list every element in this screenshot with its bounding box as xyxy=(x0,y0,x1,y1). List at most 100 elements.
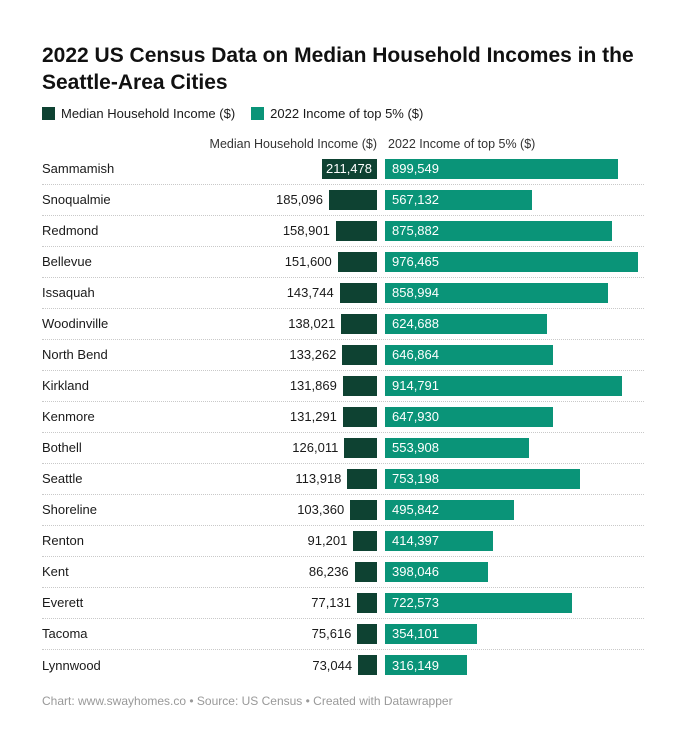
median-income-value: 211,478 xyxy=(325,161,372,177)
median-income-cell: 185,096 xyxy=(242,189,377,210)
table-row: Shoreline 103,360 495,842 xyxy=(42,495,644,526)
city-label: Kirkland xyxy=(42,378,89,394)
city-label: Bellevue xyxy=(42,254,92,270)
median-income-bar xyxy=(347,468,377,489)
top5-income-value: 646,864 xyxy=(392,347,439,363)
city-label: Lynnwood xyxy=(42,657,101,673)
top5-income-cell: 414,397 xyxy=(385,530,644,551)
legend-item-top5: 2022 Income of top 5% ($) xyxy=(251,106,423,121)
city-label: North Bend xyxy=(42,347,108,363)
median-income-value: 91,201 xyxy=(307,533,348,549)
median-income-value: 113,918 xyxy=(295,471,342,487)
median-income-bar xyxy=(337,251,377,272)
top5-income-value: 316,149 xyxy=(392,657,439,673)
chart-title: 2022 US Census Data on Median Household … xyxy=(42,44,634,95)
top5-income-cell: 398,046 xyxy=(385,561,644,582)
top5-income-cell: 976,465 xyxy=(385,251,644,272)
median-income-bar xyxy=(342,406,377,427)
median-income-value: 131,291 xyxy=(289,409,337,425)
column-headers: Median Household Income ($) 2022 Income … xyxy=(42,137,644,151)
top5-income-bar: 914,791 xyxy=(385,375,623,396)
table-row: Bellevue 151,600 976,465 xyxy=(42,247,644,278)
table-row: Woodinville 138,021 624,688 xyxy=(42,309,644,340)
median-income-bar xyxy=(358,655,377,676)
median-income-bar xyxy=(341,313,377,334)
city-label: Tacoma xyxy=(42,626,88,642)
top5-income-value: 354,101 xyxy=(392,626,439,642)
top5-income-bar: 398,046 xyxy=(385,561,489,582)
top5-income-bar: 553,908 xyxy=(385,437,529,458)
top5-income-value: 976,465 xyxy=(392,254,439,270)
median-income-bar xyxy=(329,189,377,210)
column-header-top5: 2022 Income of top 5% ($) xyxy=(388,136,536,151)
legend-label-top5: 2022 Income of top 5% ($) xyxy=(270,105,424,121)
median-income-cell: 103,360 xyxy=(242,499,377,520)
top5-income-bar: 354,101 xyxy=(385,623,477,644)
median-income-bar xyxy=(354,561,377,582)
median-income-bar xyxy=(344,437,377,458)
top5-income-cell: 354,101 xyxy=(385,623,644,644)
median-income-value: 126,011 xyxy=(292,440,339,456)
top5-income-bar: 495,842 xyxy=(385,499,514,520)
top5-income-value: 414,397 xyxy=(392,533,439,549)
top5-income-value: 858,994 xyxy=(392,285,439,301)
top5-income-value: 495,842 xyxy=(392,502,439,518)
median-income-bar xyxy=(350,499,377,520)
median-income-cell: 211,478 xyxy=(242,158,377,179)
median-income-cell: 86,236 xyxy=(242,561,377,582)
top5-income-bar: 858,994 xyxy=(385,282,608,303)
median-income-cell: 133,262 xyxy=(242,344,377,365)
table-row: Bothell 126,011 553,908 xyxy=(42,433,644,464)
top5-income-cell: 567,132 xyxy=(385,189,644,210)
city-label: Issaquah xyxy=(42,285,95,301)
city-label: Shoreline xyxy=(42,502,97,518)
median-income-bar xyxy=(357,623,377,644)
median-income-value: 75,616 xyxy=(311,626,352,642)
median-income-bar xyxy=(339,282,377,303)
table-row: Kent 86,236 398,046 xyxy=(42,557,644,588)
table-row: Issaquah 143,744 858,994 xyxy=(42,278,644,309)
median-income-value: 77,131 xyxy=(311,595,351,611)
median-income-bar: 211,478 xyxy=(322,158,377,179)
top5-income-value: 567,132 xyxy=(392,192,439,208)
table-row: North Bend 133,262 646,864 xyxy=(42,340,644,371)
top5-income-bar: 624,688 xyxy=(385,313,547,334)
median-income-cell: 73,044 xyxy=(242,655,377,676)
city-label: Woodinville xyxy=(42,316,109,332)
table-row: Redmond 158,901 875,882 xyxy=(42,216,644,247)
top5-income-bar: 976,465 xyxy=(385,251,639,272)
top5-income-cell: 646,864 xyxy=(385,344,644,365)
legend-item-median: Median Household Income ($) xyxy=(42,106,235,121)
table-row: Sammamish 211,478 899,549 xyxy=(42,154,644,185)
median-income-cell: 131,869 xyxy=(242,375,377,396)
legend-label-median: Median Household Income ($) xyxy=(61,105,236,121)
top5-income-cell: 495,842 xyxy=(385,499,644,520)
table-row: Tacoma 75,616 354,101 xyxy=(42,619,644,650)
median-income-bar xyxy=(342,375,377,396)
median-income-cell: 91,201 xyxy=(242,530,377,551)
table-row: Kirkland 131,869 914,791 xyxy=(42,371,644,402)
median-income-value: 151,600 xyxy=(284,254,332,270)
top5-income-bar: 722,573 xyxy=(385,592,573,613)
top5-income-value: 722,573 xyxy=(392,595,439,611)
median-income-value: 143,744 xyxy=(286,285,334,301)
table-row: Everett 77,131 722,573 xyxy=(42,588,644,619)
top5-income-swatch-icon xyxy=(251,106,265,120)
top5-income-cell: 624,688 xyxy=(385,313,644,334)
median-income-cell: 158,901 xyxy=(242,220,377,241)
median-income-bar xyxy=(335,220,377,241)
table-row: Kenmore 131,291 647,930 xyxy=(42,402,644,433)
top5-income-bar: 414,397 xyxy=(385,530,493,551)
median-income-value: 133,262 xyxy=(289,347,337,363)
top5-income-cell: 858,994 xyxy=(385,282,644,303)
top5-income-bar: 646,864 xyxy=(385,344,553,365)
column-header-median: Median Household Income ($) xyxy=(209,136,377,151)
top5-income-cell: 722,573 xyxy=(385,592,644,613)
top5-income-cell: 914,791 xyxy=(385,375,644,396)
top5-income-bar: 899,549 xyxy=(385,158,619,179)
city-label: Bothell xyxy=(42,440,82,456)
median-income-cell: 143,744 xyxy=(242,282,377,303)
city-label: Renton xyxy=(42,533,84,549)
top5-income-cell: 553,908 xyxy=(385,437,644,458)
city-label: Everett xyxy=(42,595,84,611)
